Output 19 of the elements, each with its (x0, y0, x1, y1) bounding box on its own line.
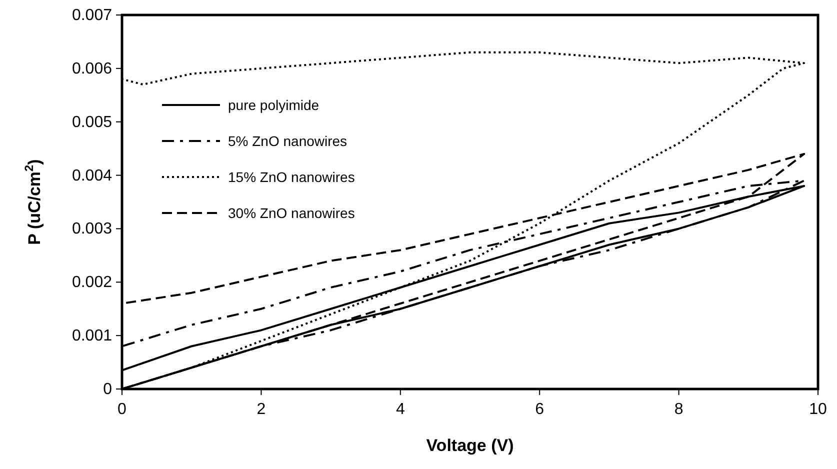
legend-label: 15% ZnO nanowires (228, 169, 355, 185)
x-tick-label: 0 (118, 401, 127, 418)
y-tick-label: 0.007 (72, 7, 112, 24)
x-tick-label: 2 (256, 401, 266, 418)
x-tick-label: 8 (674, 401, 684, 418)
y-tick-label: 0.006 (72, 60, 112, 78)
y-tick-label: 0.001 (72, 328, 112, 345)
legend-label: 5% ZnO nanowires (228, 133, 348, 149)
legend-label: 30% ZnO nanowires (228, 205, 355, 221)
y-tick-label: 0.004 (72, 167, 112, 184)
y-tick-label: 0.002 (72, 274, 112, 292)
y-tick-label: 0.005 (72, 114, 112, 131)
x-tick-label: 4 (396, 401, 405, 418)
y-tick-label: 0.003 (72, 220, 112, 238)
legend-label: pure polyimide (228, 97, 320, 113)
x-axis-title: Voltage (V) (426, 436, 514, 455)
x-tick-label: 10 (809, 401, 827, 418)
x-tick-label: 6 (535, 401, 544, 418)
y-tick-label: 0 (103, 381, 112, 398)
